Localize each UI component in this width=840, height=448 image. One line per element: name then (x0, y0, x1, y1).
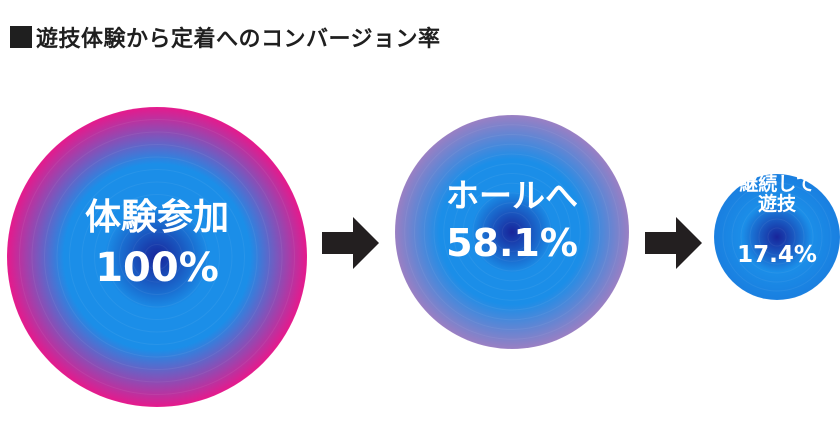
stage-band-1-5 (94, 194, 220, 320)
stage-band-3-3 (749, 209, 805, 265)
stage-band-3-4 (740, 200, 814, 274)
stage-band-2-2 (492, 212, 532, 252)
stage-band-3-2 (758, 218, 796, 256)
stage-label-3-line-1: 継続して (739, 172, 814, 195)
stage-band-2-8 (433, 153, 591, 311)
stage-band-3-5 (731, 191, 823, 283)
stage-label-2-line-1: ホールへ (446, 176, 578, 215)
stage-band-1-12 (6, 106, 308, 408)
stage-bubble-2 (395, 115, 629, 349)
stage-band-2-12 (394, 114, 630, 350)
stage-value-3: 17.4% (737, 242, 817, 268)
stage-value-2: 58.1% (446, 221, 578, 265)
stage-band-2-7 (443, 163, 581, 301)
stage-bubble-3 (714, 174, 840, 300)
stage-band-3-1 (767, 227, 787, 247)
stage-bubble-1 (7, 107, 307, 407)
stage-2: ホールへ 58.1% (394, 114, 630, 350)
stage-value-1: 100% (95, 245, 219, 291)
arrow-right-icon-2 (645, 217, 702, 269)
stage-band-2-6 (453, 173, 571, 291)
arrow-layer (322, 217, 702, 269)
stage-band-2-10 (414, 134, 610, 330)
stage-band-1-10 (31, 131, 283, 383)
chart-title-text: 遊技体験から定着へのコンバージョン率 (36, 27, 441, 52)
stage-band-2-1 (501, 221, 523, 243)
stage-band-2-9 (423, 143, 601, 321)
stage-band-2-3 (482, 202, 542, 262)
stage-band-3-7 (713, 173, 840, 301)
stage-label-3-line-2: 遊技 (758, 192, 797, 215)
stage-band-1-9 (44, 144, 270, 370)
stage-label-1-line-1: 体験参加 (85, 197, 229, 238)
stage-band-1-3 (119, 219, 195, 295)
stage-band-1-11 (19, 119, 295, 395)
stage-band-1-1 (144, 244, 170, 270)
stage-1: 体験参加 100% (6, 106, 308, 408)
stage-band-1-2 (131, 231, 183, 283)
stage-band-1-4 (106, 206, 208, 308)
stage-band-2-5 (462, 182, 562, 282)
stage-band-1-8 (56, 156, 258, 358)
stage-band-2-4 (472, 192, 552, 272)
stage-band-1-6 (81, 181, 233, 333)
arrow-right-icon-1 (322, 217, 379, 269)
chart-title: 遊技体験から定着へのコンバージョン率 (10, 22, 441, 52)
stage-band-1-7 (69, 169, 245, 345)
title-square-icon (10, 26, 32, 48)
stage-band-3-6 (722, 182, 832, 292)
stage-band-2-11 (404, 124, 620, 340)
